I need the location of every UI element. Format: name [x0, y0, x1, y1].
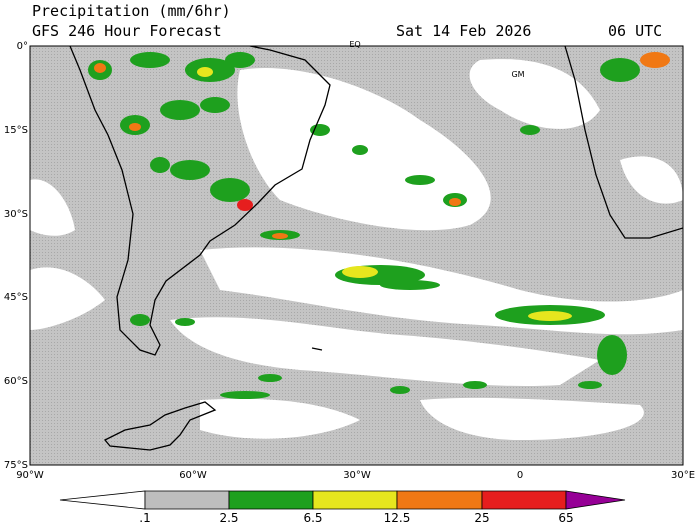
map-frame — [29, 45, 684, 466]
precip-cell — [380, 280, 440, 290]
precip-cell — [352, 145, 368, 155]
precip-cell — [463, 381, 487, 389]
lat-label: 0° — [17, 41, 28, 52]
precip-cell — [342, 266, 378, 278]
dry-area — [420, 397, 644, 440]
subtitle: GFS 246 Hour Forecast — [32, 22, 222, 40]
precip-cell — [130, 52, 170, 68]
south-america-coast — [69, 46, 331, 356]
precip-cell — [405, 175, 435, 185]
map-area — [30, 46, 683, 465]
place-label: GM — [511, 70, 524, 79]
lat-label: 45°S — [4, 292, 28, 303]
lon-label: 30°E — [671, 470, 695, 481]
precip-cell — [272, 233, 288, 239]
forecast-time: 06 UTC — [608, 22, 662, 40]
lon-label: 60°W — [179, 470, 207, 481]
precip-cell — [258, 374, 282, 382]
precip-cell — [528, 311, 572, 321]
precip-cell — [520, 125, 540, 135]
legend-swatch — [59, 490, 146, 510]
precip-cell — [449, 198, 461, 206]
forecast-date: Sat 14 Feb 2026 — [396, 22, 531, 40]
dry-area — [30, 267, 105, 330]
dry-area — [170, 317, 600, 387]
lat-label: 30°S — [4, 209, 28, 220]
legend-label: 65 — [558, 511, 573, 525]
dry-area — [30, 179, 75, 236]
precip-cell — [225, 52, 255, 68]
legend-label: 6.5 — [303, 511, 322, 525]
lat-label: 60°S — [4, 376, 28, 387]
antarctica-coast — [103, 401, 217, 451]
legend-swatch — [228, 490, 314, 510]
dry-area — [620, 156, 683, 204]
precip-cell — [597, 335, 627, 375]
precip-cell — [129, 123, 141, 131]
precip-cell — [578, 381, 602, 389]
precip-cell — [160, 100, 200, 120]
legend-label: 2.5 — [219, 511, 238, 525]
precip-cell — [390, 386, 410, 394]
color-legend: .1 2.5 6.5 12.5 25 65 — [59, 490, 626, 525]
dry-area — [469, 59, 600, 129]
place-label: EQ — [349, 40, 360, 49]
precip-cell — [175, 318, 195, 326]
legend-swatch — [396, 490, 483, 510]
precip-cell — [170, 160, 210, 180]
precip-cell — [130, 314, 150, 326]
precip-cell — [600, 58, 640, 82]
precip-cell — [200, 97, 230, 113]
africa-coast — [564, 46, 683, 239]
coastlines — [69, 46, 683, 451]
title: Precipitation (mm/6hr) — [32, 2, 231, 20]
lat-label: 75°S — [4, 460, 28, 471]
legend-label: 25 — [474, 511, 489, 525]
legend-swatch — [565, 490, 626, 510]
legend-label: .1 — [139, 511, 150, 525]
precip-cell — [237, 199, 253, 211]
precip-heavy — [88, 52, 670, 399]
lon-label: 0 — [517, 470, 523, 481]
precip-cell — [640, 52, 670, 68]
lon-label: 90°W — [16, 470, 44, 481]
legend-swatch — [144, 490, 230, 510]
precip-cell — [220, 391, 270, 399]
island-coast — [311, 347, 323, 351]
legend-swatch — [481, 490, 567, 510]
precip-cell — [197, 67, 213, 77]
precip-cell — [210, 178, 250, 202]
precip-cell — [150, 157, 170, 173]
legend-swatch — [312, 490, 398, 510]
lat-label: 15°S — [4, 125, 28, 136]
dry-area — [200, 398, 360, 439]
lon-label: 30°W — [343, 470, 371, 481]
legend-label: 12.5 — [384, 511, 411, 525]
precip-cell — [94, 63, 106, 73]
